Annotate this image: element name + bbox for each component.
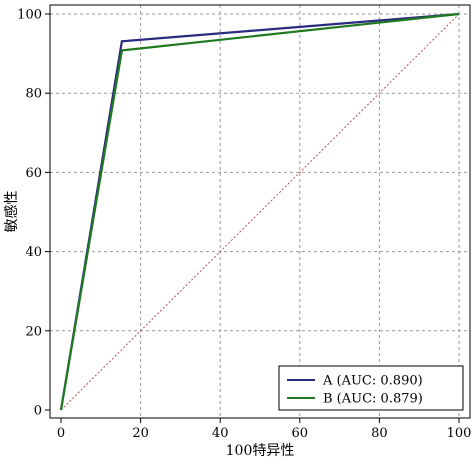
y-axis-ticks: 0 20 40 60 80 100 xyxy=(17,8,50,419)
legend-label-b: B (AUC: 0.879) xyxy=(323,392,423,407)
plot-area-frame xyxy=(49,4,471,419)
x-tick-label-1: 20 xyxy=(132,426,149,441)
y-tick-label-3: 60 xyxy=(25,166,42,181)
legend-label-a: A (AUC: 0.890) xyxy=(322,374,423,389)
legend: A (AUC: 0.890) B (AUC: 0.879) xyxy=(278,365,464,411)
x-axis-title: 100特异性 xyxy=(226,443,295,459)
y-axis-title: 敏感性 xyxy=(3,191,20,233)
grid-lines xyxy=(50,5,470,418)
reference-diagonal xyxy=(60,13,460,411)
x-tick-label-4: 80 xyxy=(371,426,388,441)
series-lines xyxy=(59,12,460,411)
y-tick-label-2: 40 xyxy=(25,245,42,260)
y-tick-label-1: 20 xyxy=(25,324,42,339)
series-line-b xyxy=(59,12,460,411)
x-tick-label-3: 60 xyxy=(292,426,309,441)
x-tick-label-2: 40 xyxy=(212,426,229,441)
reference-line xyxy=(60,13,460,411)
legend-box xyxy=(278,365,464,411)
x-tick-label-0: 0 xyxy=(57,426,65,441)
x-tick-label-5: 100 xyxy=(447,426,472,441)
x-axis-ticks: 0 20 40 60 80 100 xyxy=(57,418,472,441)
y-tick-label-5: 100 xyxy=(17,8,42,23)
y-tick-label-0: 0 xyxy=(34,404,42,419)
y-tick-label-4: 80 xyxy=(25,87,42,102)
